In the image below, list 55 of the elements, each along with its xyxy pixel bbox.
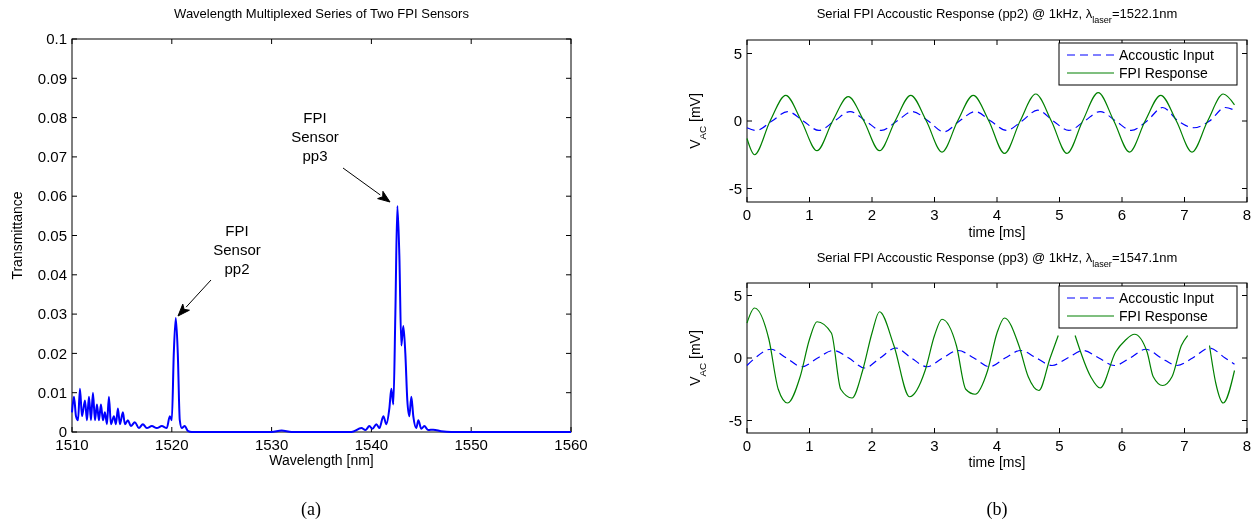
x-tick-label: 6 <box>1117 206 1127 223</box>
x-tick-label: 7 <box>1180 206 1189 223</box>
y-tick-label: 0.04 <box>37 266 67 284</box>
y-tick-label: 5 <box>733 44 742 62</box>
x-tick-label: 1530 <box>254 436 289 453</box>
legend-label: Accoustic Input <box>1119 46 1215 63</box>
y-axis-title: Transmittance <box>9 191 25 280</box>
legend-label: FPI Response <box>1119 307 1208 324</box>
x-tick-label: 8 <box>1242 437 1252 454</box>
x-tick-label: 1 <box>805 206 814 223</box>
y-tick-label: 0.03 <box>37 305 67 323</box>
x-tick-label: 1560 <box>554 436 588 453</box>
x-tick-label: 2 <box>867 437 877 454</box>
text: (a) <box>301 499 321 520</box>
legend-label: Accoustic Input <box>1119 289 1215 306</box>
y-tick-label: 5 <box>733 286 742 304</box>
x-tick-label: 5 <box>1055 437 1064 454</box>
x-axis-title: time [ms] <box>968 224 1026 240</box>
line-series <box>746 347 1236 369</box>
x-tick-label: 4 <box>992 437 1002 454</box>
y-tick-label: 0.1 <box>46 30 67 48</box>
x-tick-label: 2 <box>867 206 877 223</box>
x-tick-label: 1520 <box>155 436 189 453</box>
y-tick-label: -5 <box>728 411 742 429</box>
y-tick-label: 0 <box>733 349 742 367</box>
x-tick-label: 5 <box>1055 206 1064 223</box>
annotation: FPI Sensor pp2 <box>213 222 261 277</box>
x-tick-label: 8 <box>1242 206 1252 223</box>
x-tick-label: 3 <box>930 437 939 454</box>
annotation: FPI Sensor pp3 <box>291 109 339 164</box>
y-tick-label: 0.07 <box>37 148 67 166</box>
text: (b) <box>986 499 1008 520</box>
x-tick-label: 3 <box>930 206 939 223</box>
x-axis-title: time [ms] <box>968 454 1026 470</box>
x-tick-label: 6 <box>1117 437 1127 454</box>
x-tick-label: 7 <box>1180 437 1189 454</box>
chart-title: Wavelength Multiplexed Series of Two FPI Sensors <box>174 6 470 21</box>
x-axis-title: Wavelength [nm] <box>269 452 374 468</box>
y-tick-label: 0.09 <box>37 69 67 87</box>
y-tick-label: 0.06 <box>37 187 67 205</box>
y-tick-label: -5 <box>728 179 742 197</box>
legend-label: FPI Response <box>1119 64 1208 81</box>
x-tick-label: 1540 <box>354 436 389 453</box>
x-tick-label: 1550 <box>454 436 488 453</box>
y-tick-label: 0 <box>733 112 742 130</box>
chart-title: Serial FPI Accoustic Response (pp2) @ 1kHz, λ$_{laser}$=1522.1nm <box>816 6 1178 25</box>
chart-title: Serial FPI Accoustic Response (pp3) @ 1kHz, λ$_{laser}$=1547.1nm <box>816 250 1178 269</box>
y-tick-label: 0.05 <box>37 226 67 244</box>
x-tick-label: 1 <box>805 437 814 454</box>
y-tick-label: 0.01 <box>37 383 67 401</box>
x-tick-label: 4 <box>992 206 1002 223</box>
y-tick-label: 0.02 <box>37 344 67 362</box>
line-series <box>746 92 1236 156</box>
y-tick-label: 0.08 <box>37 108 67 126</box>
line-series <box>71 205 572 433</box>
